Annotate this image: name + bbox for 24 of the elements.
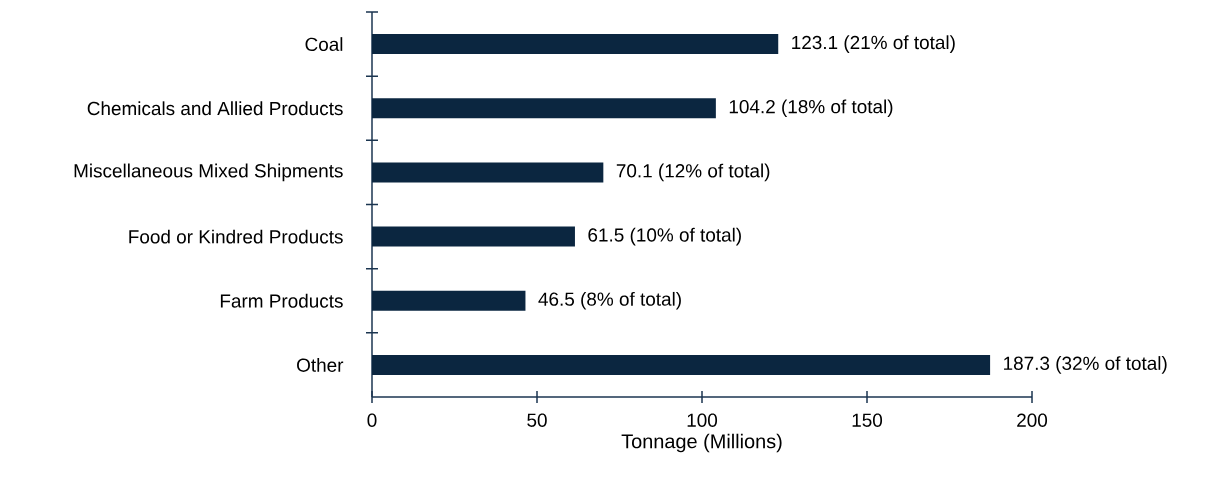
x-axis-title: Tonnage (Millions) bbox=[621, 433, 782, 453]
bar bbox=[372, 226, 575, 247]
data-label: 123.1 (21% of total) bbox=[792, 35, 955, 53]
x-tick-label: 200 bbox=[1017, 413, 1048, 427]
data-label: 70.1 (12% of total) bbox=[616, 163, 770, 182]
y-tick-label: Miscellaneous Mixed Shipments bbox=[74, 163, 343, 182]
data-label: 187.3 (32% of total) bbox=[1004, 356, 1167, 374]
y-tick-label: Food or Kindred Products bbox=[129, 229, 343, 244]
data-label: 61.5 (10% of total) bbox=[588, 227, 741, 246]
bar bbox=[372, 34, 779, 55]
data-label: 104.2 (18% of total) bbox=[729, 99, 893, 118]
y-tick-label: Chemicals and Allied Products bbox=[87, 101, 343, 116]
bar bbox=[372, 98, 716, 119]
x-tick-label: 0 bbox=[367, 413, 377, 427]
y-tick-label: Coal bbox=[305, 37, 343, 52]
x-tick-label: 150 bbox=[852, 413, 883, 427]
bar bbox=[372, 290, 526, 311]
data-label: 46.5 (8% of total) bbox=[538, 291, 681, 310]
y-tick-label: Other bbox=[297, 357, 344, 372]
bar bbox=[372, 162, 604, 183]
x-tick-label: 50 bbox=[527, 413, 547, 427]
y-tick-label: Farm Products bbox=[220, 293, 343, 308]
bar bbox=[372, 354, 991, 375]
x-tick-label: 100 bbox=[687, 413, 718, 427]
